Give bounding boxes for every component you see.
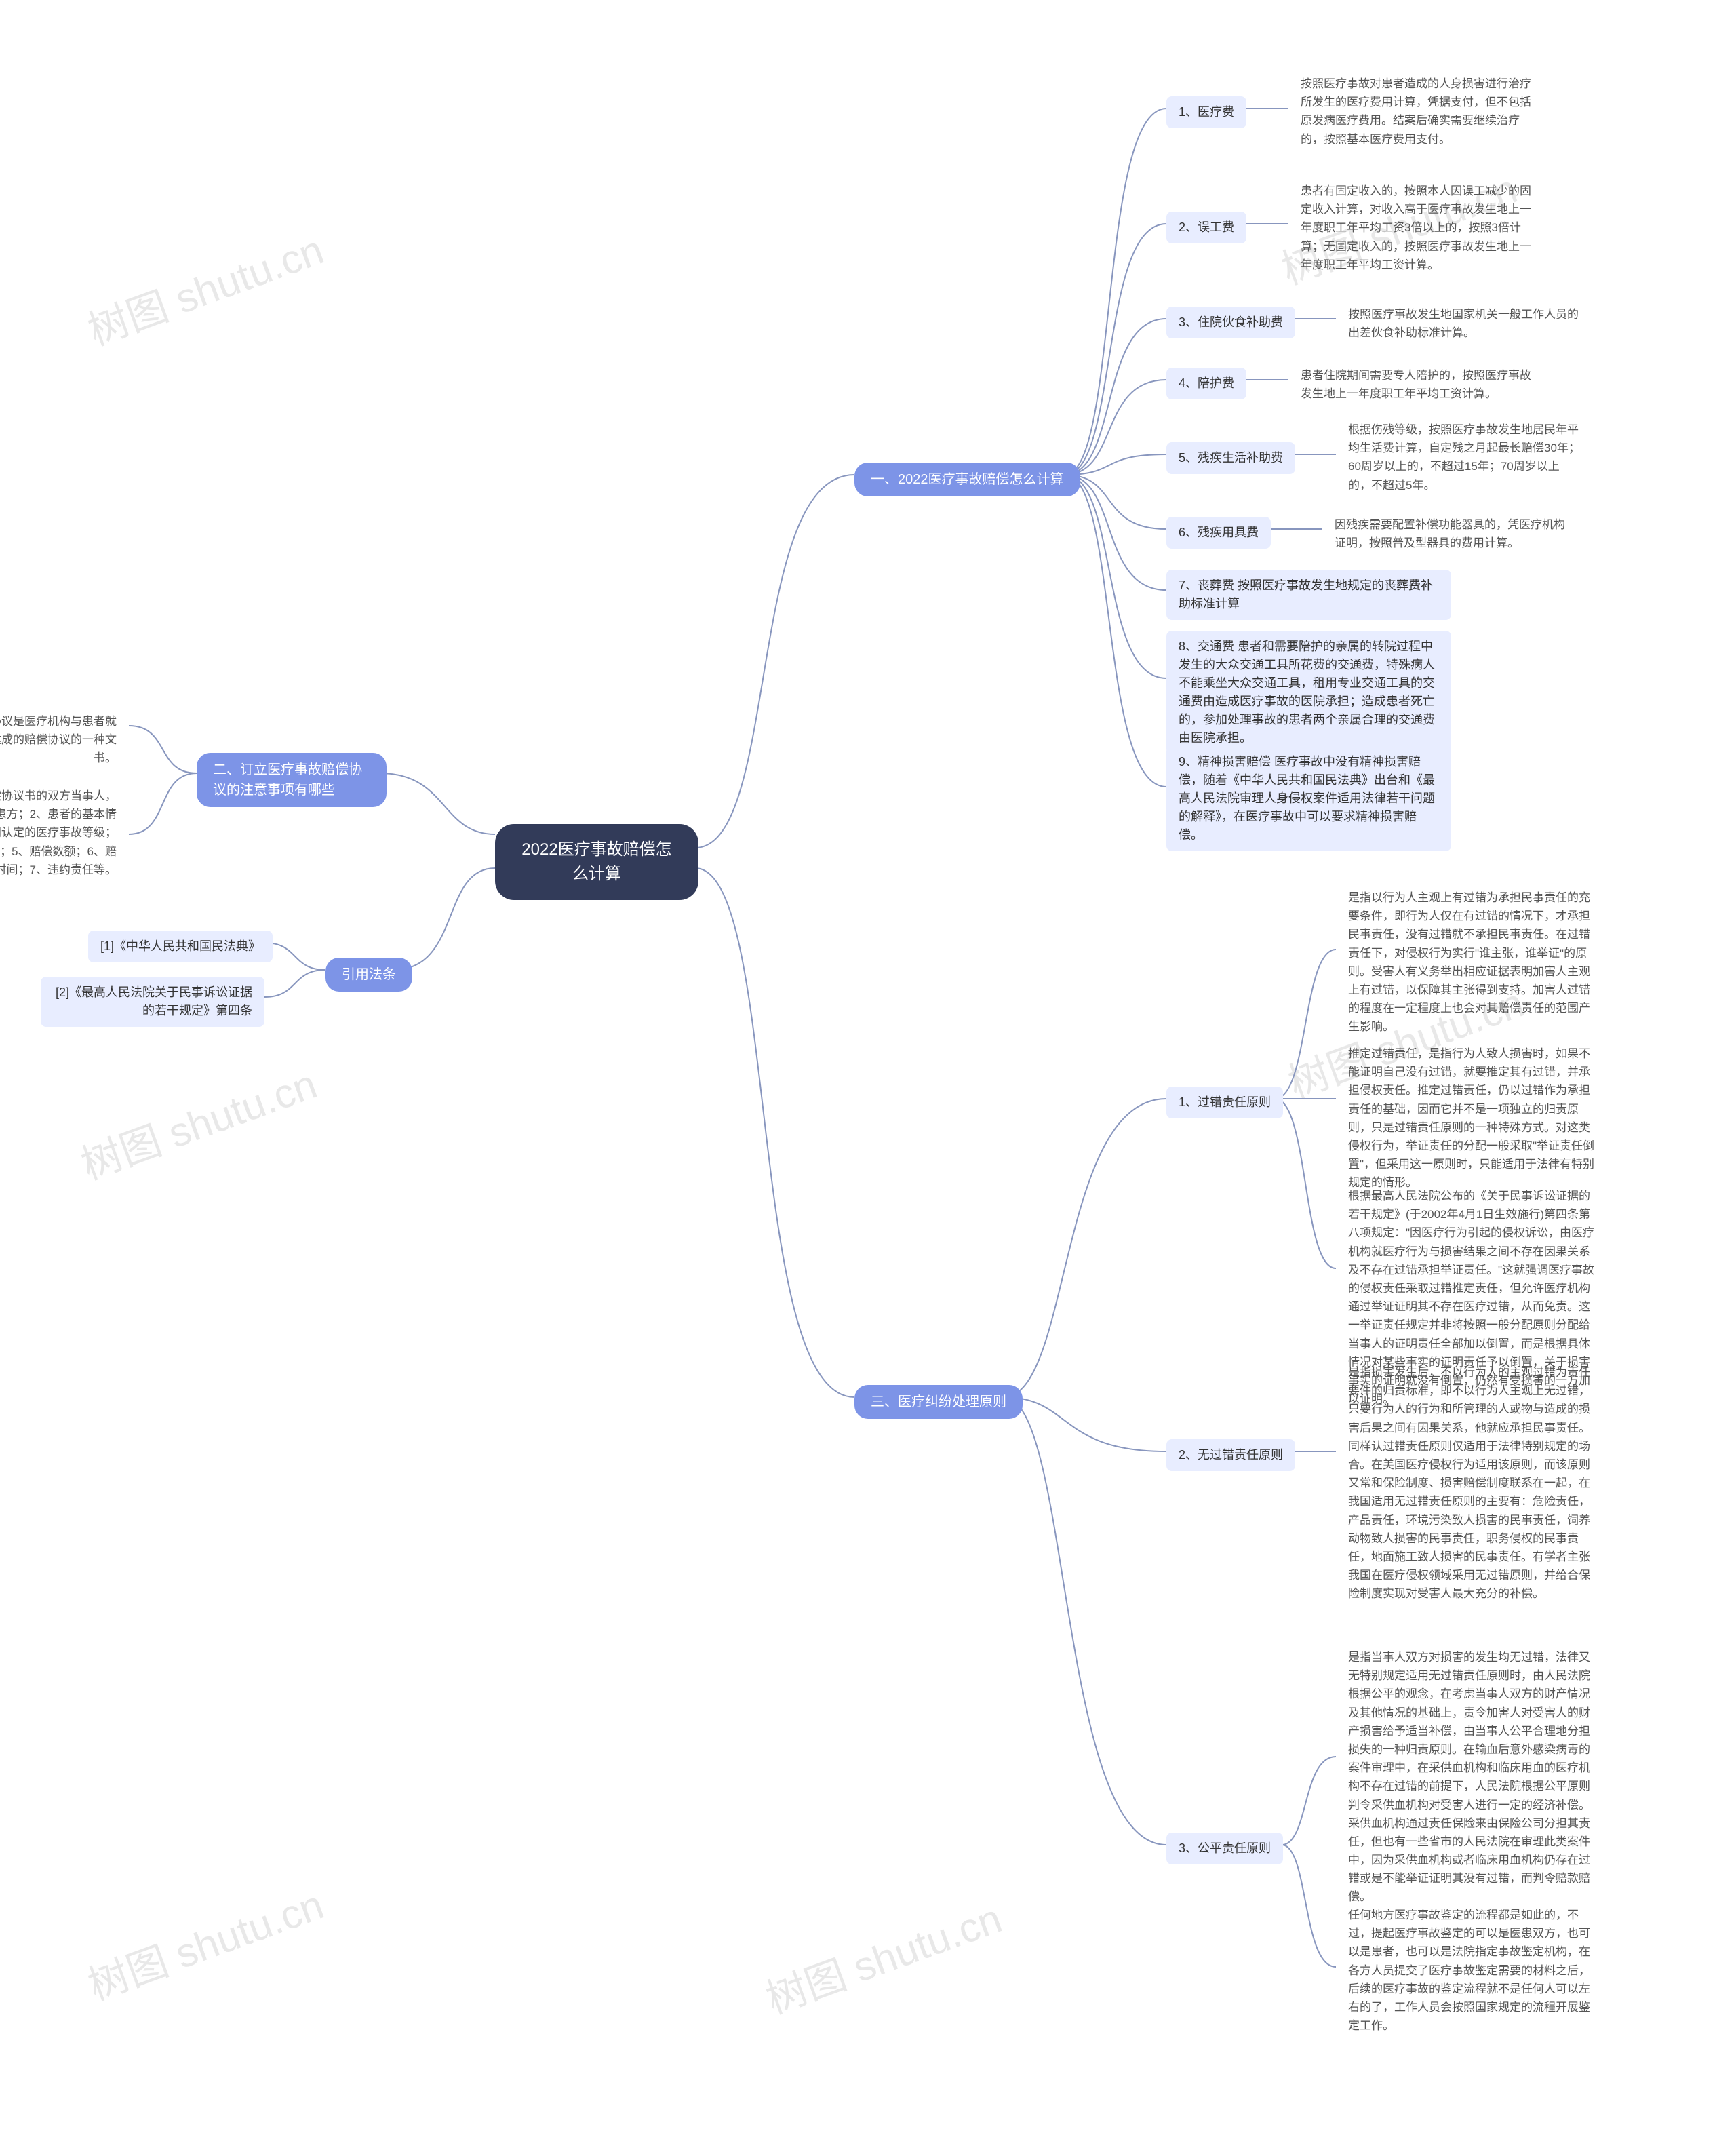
b3-child-1: [1]《中华人民共和国民法典》 <box>88 931 273 962</box>
branch-2: 二、订立医疗事故赔偿协议的注意事项有哪些 <box>197 753 387 807</box>
watermark: 树图 shutu.cn <box>72 1051 323 1191</box>
branch-3: 引用法条 <box>326 958 412 992</box>
b1-item-9: 9、精神损害赔偿 医疗事故中没有精神损害赔偿，随着《中华人民共和国民法典》出台和… <box>1166 746 1451 851</box>
b1-item-4-desc: 患者住院期间需要专人陪护的，按照医疗事故发生地上一年度职工年平均工资计算。 <box>1288 359 1546 410</box>
b4-item-1-block-1: 是指以行为人主观上有过错为承担民事责任的充要条件，即行为人仅在有过错的情况下，才… <box>1336 882 1607 1043</box>
b1-item-6: 6、残疾用具费 <box>1166 517 1271 549</box>
watermark: 树图 shutu.cn <box>79 217 330 357</box>
b2-child-2: 1、医疗事故赔偿协议书的双方当事人，即医疗机构和患方；2、患者的基本情况；3、双… <box>0 780 129 886</box>
b1-item-5-desc: 根据伤残等级，按照医疗事故发生地居民年平均生活费计算，自定残之月起最长赔偿30年… <box>1336 414 1594 501</box>
watermark: 树图 shutu.cn <box>757 1885 1008 2025</box>
b4-item-2: 2、无过错责任原则 <box>1166 1439 1295 1471</box>
b4-item-3: 3、公平责任原则 <box>1166 1833 1283 1864</box>
b1-item-7: 7、丧葬费 按照医疗事故发生地规定的丧葬费补助标准计算 <box>1166 570 1451 620</box>
b1-item-6-desc: 因残疾需要配置补偿功能器具的，凭医疗机构证明，按照普及型器具的费用计算。 <box>1322 509 1580 559</box>
b1-item-3-desc: 按照医疗事故发生地国家机关一般工作人员的出差伙食补助标准计算。 <box>1336 298 1594 349</box>
b1-item-8: 8、交通费 患者和需要陪护的亲属的转院过程中发生的大众交通工具所花费的交通费，特… <box>1166 631 1451 754</box>
b4-item-1: 1、过错责任原则 <box>1166 1087 1283 1118</box>
branch-4: 三、医疗纠纷处理原则 <box>854 1385 1023 1419</box>
b1-item-1-desc: 按照医疗事故对患者造成的人身损害进行治疗所发生的医疗费用计算，凭据支付，但不包括… <box>1288 68 1546 155</box>
b1-item-5: 5、残疾生活补助费 <box>1166 442 1295 474</box>
b1-item-3: 3、住院伙食补助费 <box>1166 307 1295 338</box>
b4-item-2-block-1: 是指损害发生后，不以行为人的主观过错为责任要件的归责标准，即不以行为人主观上无过… <box>1336 1356 1607 1609</box>
b2-child-1: 医疗事故赔偿协议是医疗机构与患者就医疗事故所达成的赔偿协议的一种文书。 <box>0 705 129 775</box>
b4-item-3-block-1: 是指当事人双方对损害的发生均无过错，法律又无特别规定适用无过错责任原则时，由人民… <box>1336 1641 1607 1913</box>
b1-item-2: 2、误工费 <box>1166 212 1246 243</box>
watermark: 树图 shutu.cn <box>79 1872 330 2012</box>
root-node: 2022医疗事故赔偿怎么计算 <box>495 824 698 900</box>
b1-item-1: 1、医疗费 <box>1166 96 1246 128</box>
b4-item-3-block-2: 任何地方医疗事故鉴定的流程都是如此的，不过，提起医疗事故鉴定的可以是医患双方，也… <box>1336 1899 1607 2041</box>
b1-item-2-desc: 患者有固定收入的，按照本人因误工减少的固定收入计算，对收入高于医疗事故发生地上一… <box>1288 175 1546 281</box>
b3-child-2: [2]《最高人民法院关于民事诉讼证据的若干规定》第四条 <box>41 977 264 1027</box>
branch-1: 一、2022医疗事故赔偿怎么计算 <box>854 463 1080 496</box>
b4-item-1-block-2: 推定过错责任，是指行为人致人损害时，如果不能证明自己没有过错，就要推定其有过错，… <box>1336 1038 1607 1199</box>
b1-item-4: 4、陪护费 <box>1166 368 1246 399</box>
